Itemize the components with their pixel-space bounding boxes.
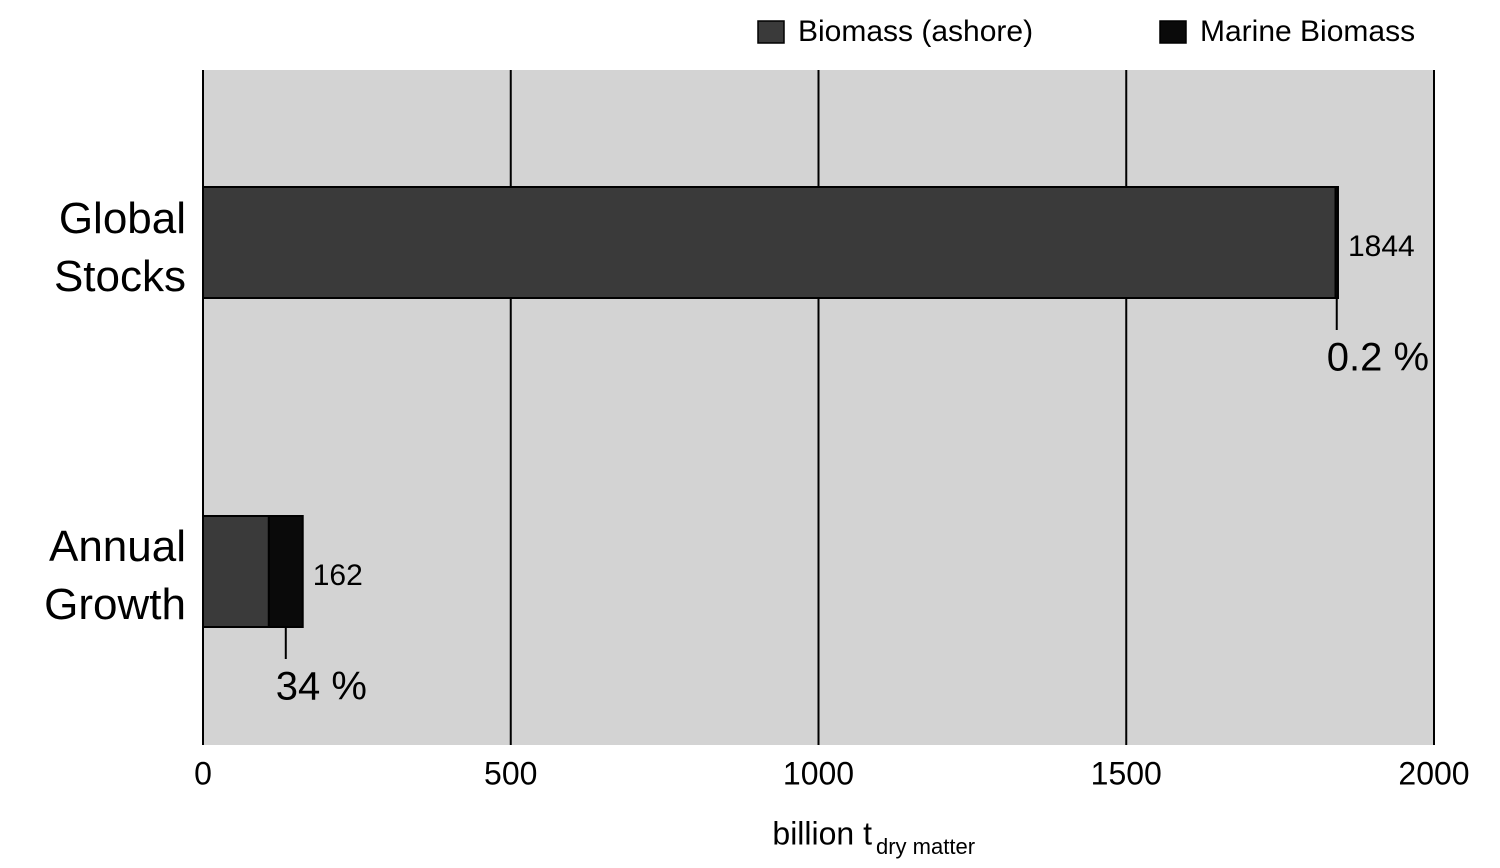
x-tick-label: 1500: [1091, 755, 1162, 791]
legend-swatch: [1159, 20, 1187, 44]
bar-segment: [1334, 186, 1339, 299]
legend-label: Marine Biomass: [1200, 15, 1415, 48]
x-axis-label: billion t: [772, 815, 872, 851]
y-tick-label: Annual Growth: [44, 522, 186, 629]
share-label: 0.2 %: [1327, 336, 1429, 380]
share-label: 34 %: [276, 665, 367, 709]
x-tick-label: 2000: [1398, 755, 1469, 791]
total-label: 162: [313, 559, 363, 592]
bar-segment: [267, 515, 304, 628]
bar-segment: [202, 186, 1337, 299]
x-tick-label: 500: [484, 755, 537, 791]
y-tick-label: Global Stocks: [53, 194, 186, 301]
x-axis-label-sub: dry matter: [876, 834, 975, 859]
bar-segment: [202, 515, 270, 628]
legend-label: Biomass (ashore): [798, 15, 1033, 48]
total-label: 1844: [1348, 230, 1415, 263]
x-tick-label: 1000: [783, 755, 854, 791]
legend-swatch: [757, 20, 785, 44]
x-tick-label: 0: [194, 755, 212, 791]
